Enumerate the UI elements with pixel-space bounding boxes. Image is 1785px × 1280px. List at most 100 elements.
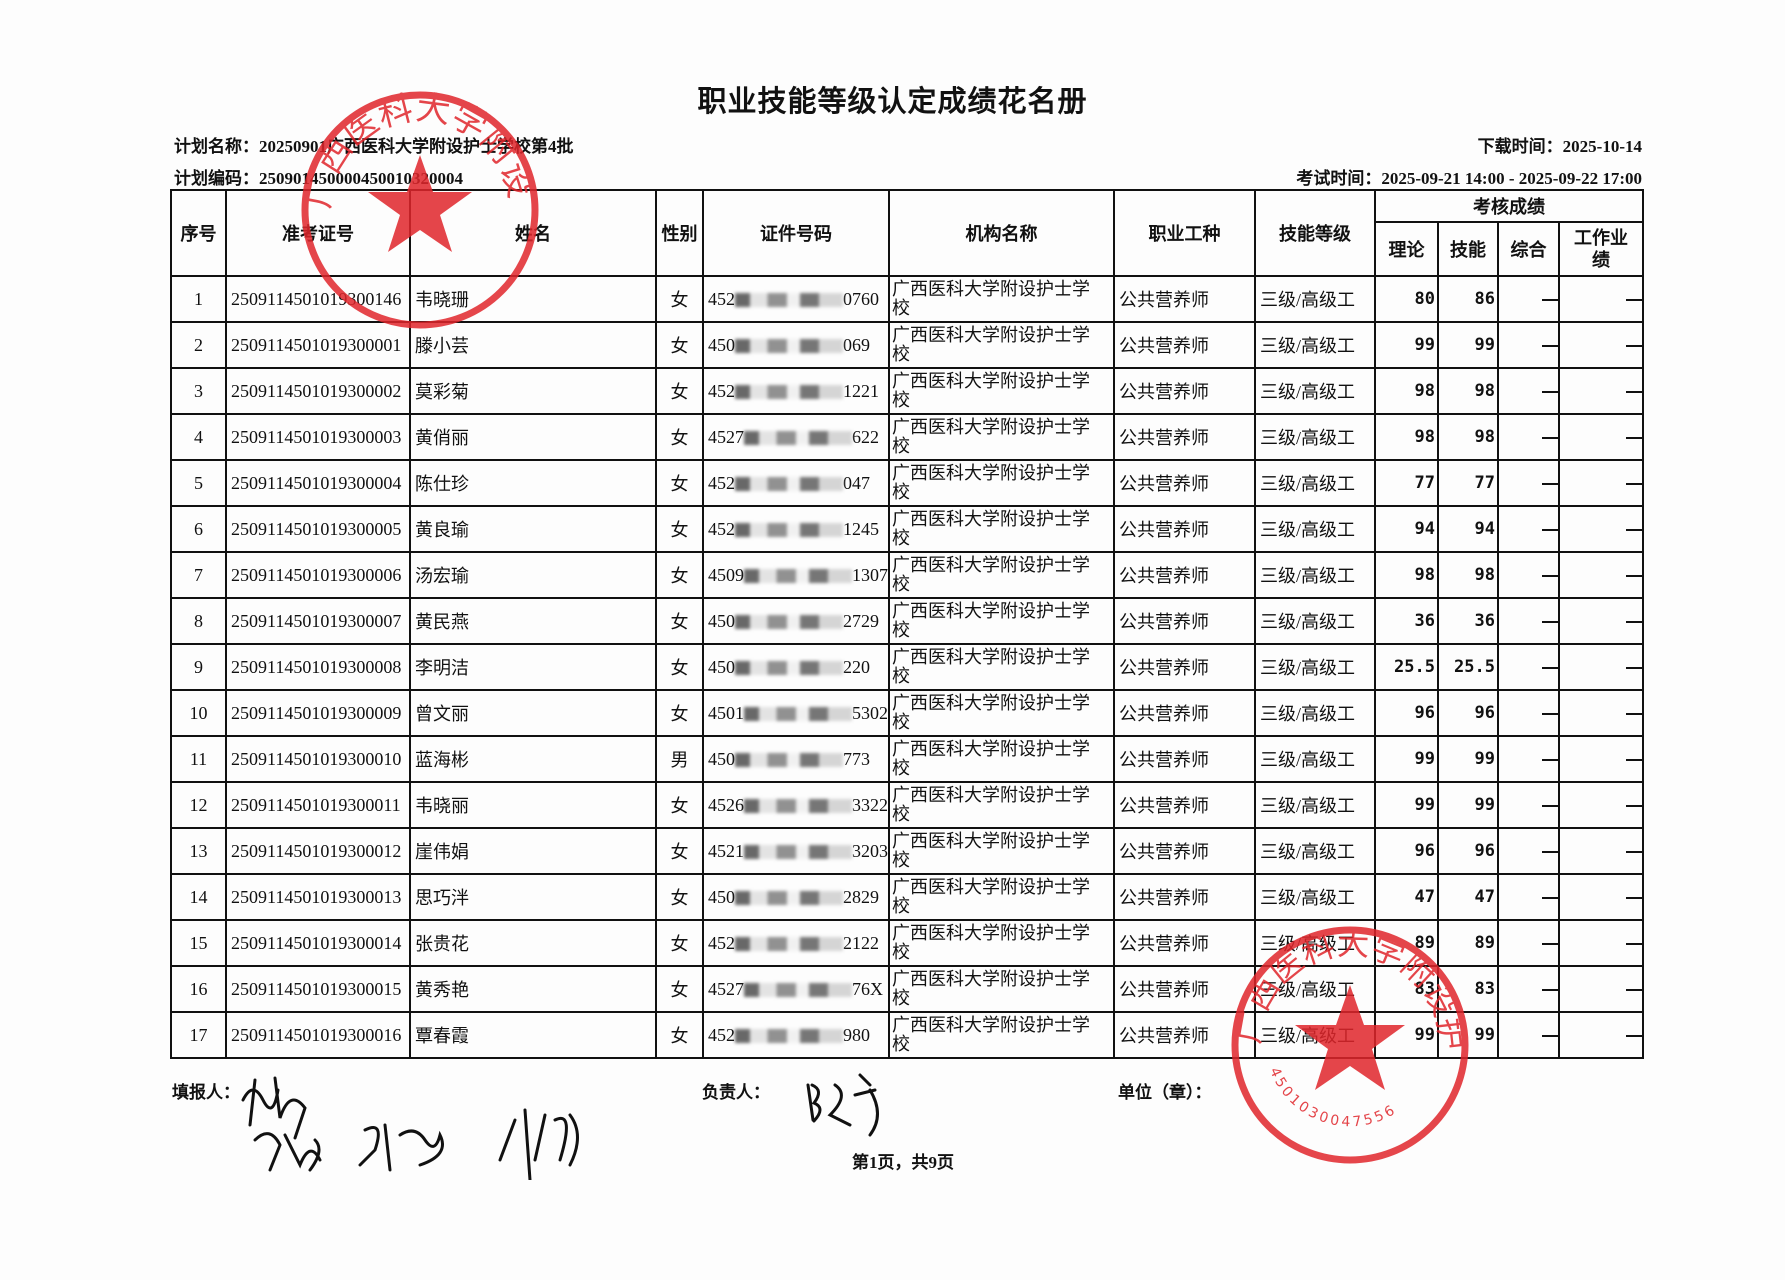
skill-score: 77 <box>1437 459 1499 507</box>
org-name: 广西医科大学附设护士学校 <box>892 463 1090 502</box>
header-org: 机构名称 <box>888 189 1115 277</box>
dash-mark <box>1626 345 1641 348</box>
job-type: 公共营养师 <box>1113 827 1256 875</box>
theory-score: 36 <box>1374 597 1439 645</box>
id-prefix: 452 <box>708 472 735 493</box>
org-name: 广西医科大学附设护士学校 <box>892 647 1090 686</box>
id-suffix: 53029 <box>852 702 888 723</box>
id-prefix: 452 <box>708 932 735 953</box>
dash-mark <box>1542 989 1557 992</box>
overall-score <box>1497 919 1560 967</box>
work-score <box>1558 505 1644 553</box>
row-no: 1 <box>170 275 227 323</box>
gender: 女 <box>655 781 704 829</box>
overall-score <box>1497 551 1560 599</box>
theory-score: 96 <box>1374 689 1439 737</box>
work-score <box>1558 781 1644 829</box>
dash-mark <box>1542 575 1557 578</box>
table-row: 1 2509114501019300146 韦晓珊女 452 0760 广西医科大学附设护… <box>170 275 1644 323</box>
id-number: 450 069 <box>702 321 890 369</box>
id-redaction <box>735 293 843 308</box>
header-level: 技能等级 <box>1254 189 1376 277</box>
theory-score: 99 <box>1374 781 1439 829</box>
gender: 女 <box>655 689 704 737</box>
overall-score <box>1497 505 1560 553</box>
overall-score <box>1497 321 1560 369</box>
theory-score: 77 <box>1374 459 1439 507</box>
id-number: 452 1245 <box>702 505 890 553</box>
skill-level: 三级/高级工 <box>1254 735 1376 783</box>
id-suffix: 1245 <box>843 518 879 539</box>
table-row: 13 2509114501019300012 崖伟娟女 4521 3203 广西医科大学附… <box>170 827 1644 875</box>
work-score <box>1558 367 1644 415</box>
id-prefix: 450 <box>708 656 735 677</box>
work-score <box>1558 275 1644 323</box>
id-number: 452 980 <box>702 1011 890 1059</box>
table-row: 15 2509114501019300014 张贵花女 452 2122 广西医科大学附设… <box>170 919 1644 967</box>
org-name: 广西医科大学附设护士学校 <box>892 371 1090 410</box>
overall-score <box>1497 413 1560 461</box>
skill-level: 三级/高级工 <box>1254 781 1376 829</box>
skill-score: 96 <box>1437 689 1499 737</box>
skill-score: 98 <box>1437 413 1499 461</box>
filler-signatures <box>241 1076 579 1180</box>
overall-score <box>1497 689 1560 737</box>
overall-score <box>1497 1011 1560 1059</box>
id-prefix: 452 <box>708 288 735 309</box>
dash-mark <box>1542 1035 1557 1038</box>
ticket-number: 2509114501019300013 <box>225 873 411 921</box>
id-prefix: 450 <box>708 886 735 907</box>
org-cell: 广西医科大学附设护士学校 <box>888 919 1115 967</box>
theory-score: 80 <box>1374 275 1439 323</box>
work-score <box>1558 873 1644 921</box>
table-row: 4 2509114501019300003 黄俏丽女 4527 622 广西医科大学附设护… <box>170 413 1644 461</box>
gender: 女 <box>655 505 704 553</box>
dash-mark <box>1542 391 1557 394</box>
filler-label: 填报人： <box>172 1083 240 1102</box>
id-prefix: 4521 <box>708 840 744 861</box>
overall-score <box>1497 597 1560 645</box>
row-no: 2 <box>170 321 227 369</box>
candidate-name: 黄民燕 <box>409 597 657 645</box>
id-prefix: 4527 <box>708 426 744 447</box>
ticket-number: 2509114501019300014 <box>225 919 411 967</box>
id-redaction <box>735 1029 843 1044</box>
id-number: 4509 1307 <box>702 551 890 599</box>
work-score <box>1558 643 1644 691</box>
header-id: 证件号码 <box>702 189 890 277</box>
table-row: 12 2509114501019300011 韦晓丽女 4526 3322 广西医科大学附… <box>170 781 1644 829</box>
org-cell: 广西医科大学附设护士学校 <box>888 597 1115 645</box>
responsible-label: 负责人： <box>702 1083 770 1102</box>
dash-mark <box>1626 713 1641 716</box>
ticket-number: 2509114501019300005 <box>225 505 411 553</box>
candidate-name: 蓝海彬 <box>409 735 657 783</box>
gender: 女 <box>655 873 704 921</box>
job-type: 公共营养师 <box>1113 873 1256 921</box>
id-redaction <box>735 339 843 354</box>
table-row: 17 2509114501019300016 覃春霞女 452 980 广西医科大学附设护… <box>170 1011 1644 1059</box>
id-redaction <box>735 385 843 400</box>
overall-score <box>1497 965 1560 1013</box>
work-score <box>1558 597 1644 645</box>
org-name: 广西医科大学附设护士学校 <box>892 969 1090 1008</box>
gender: 女 <box>655 919 704 967</box>
candidate-name: 滕小芸 <box>409 321 657 369</box>
ticket-number: 2509114501019300015 <box>225 965 411 1013</box>
job-type: 公共营养师 <box>1113 367 1256 415</box>
id-prefix: 452 <box>708 518 735 539</box>
ticket-number: 2509114501019300010 <box>225 735 411 783</box>
dash-mark <box>1542 713 1557 716</box>
id-prefix: 452 <box>708 1024 735 1045</box>
org-cell: 广西医科大学附设护士学校 <box>888 827 1115 875</box>
org-name: 广西医科大学附设护士学校 <box>892 785 1090 824</box>
skill-score: 25.5 <box>1437 643 1499 691</box>
skill-score: 47 <box>1437 873 1499 921</box>
skill-score: 98 <box>1437 367 1499 415</box>
job-type: 公共营养师 <box>1113 735 1256 783</box>
page-indicator: 第1页，共9页 <box>852 1153 954 1172</box>
org-cell: 广西医科大学附设护士学校 <box>888 367 1115 415</box>
dash-mark <box>1626 989 1641 992</box>
id-suffix: 773 <box>843 748 870 769</box>
row-no: 16 <box>170 965 227 1013</box>
gender: 女 <box>655 459 704 507</box>
